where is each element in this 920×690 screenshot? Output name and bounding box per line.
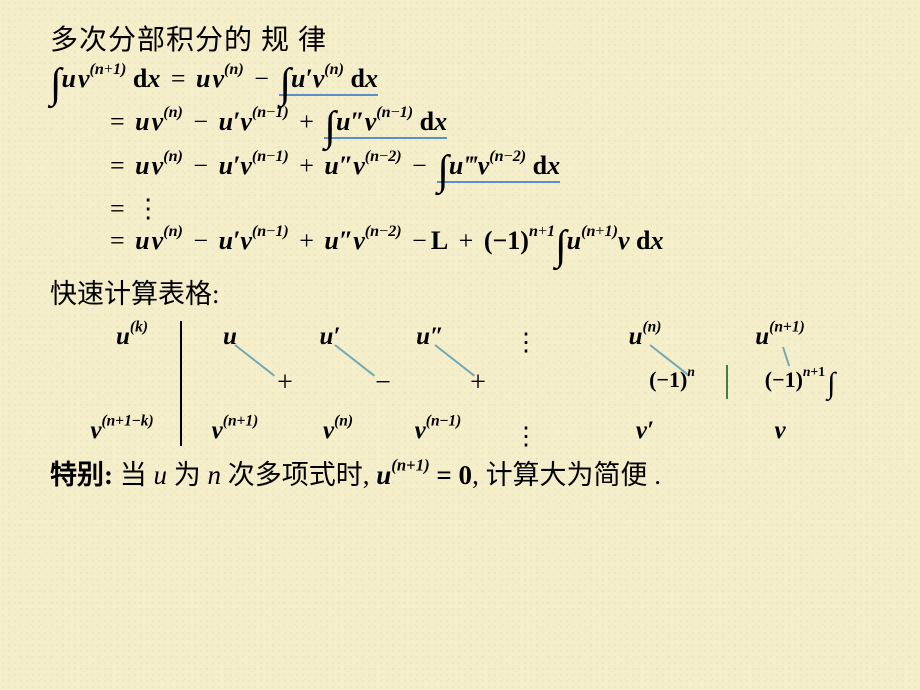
calc-table: u(k) u u′ u″ ⋮ u(n) u(n+1) + − + (−1)n (… — [60, 321, 900, 451]
v-col: v(n−1) — [415, 417, 462, 445]
equation-line-5: = uv(n) − u′v(n−1) + u″v(n−2) −L + (−1)n… — [50, 228, 920, 261]
v-col: v(n) — [323, 417, 353, 445]
diag-line — [234, 344, 275, 376]
u-col: u(n) — [629, 323, 662, 351]
u-col: u(n+1) — [755, 323, 804, 351]
v-col: ⋮ — [514, 421, 537, 451]
u-col: u′ — [320, 323, 341, 351]
slide-page: 多次分部积分的 规 律 ∫uv(n+1) dx = uv(n) − ∫u′v(n… — [0, 0, 920, 492]
equation-line-4: = ⋮ — [50, 196, 920, 222]
page-title: 多次分部积分的 规 律 — [50, 18, 920, 58]
note-label: 特别: — [50, 460, 113, 490]
table-divider-accent — [726, 365, 728, 399]
diag-line — [334, 344, 375, 376]
sign-cell: (−1)n — [649, 367, 695, 393]
u-col: u″ — [416, 323, 444, 351]
u-col: u — [223, 323, 237, 351]
u-col: ⋮ — [514, 327, 537, 357]
u-header: u(k) — [116, 323, 148, 351]
equation-line-2: = uv(n) − u′v(n−1) + ∫u″v(n−1) dx — [50, 109, 920, 142]
table-subtitle: 快速计算表格: — [50, 272, 920, 311]
v-col: v(n+1) — [212, 417, 259, 445]
v-header: v(n+1−k) — [90, 417, 153, 445]
equation-line-3: = uv(n) − u′v(n−1) + u″v(n−2) − ∫u‴v(n−2… — [50, 153, 920, 186]
table-divider — [180, 321, 182, 446]
sign-cell: − — [375, 367, 391, 399]
equation-line-1: ∫uv(n+1) dx = uv(n) − ∫u′v(n) dx — [50, 66, 920, 99]
v-col: v′ — [636, 417, 654, 445]
v-col: v — [774, 417, 785, 445]
sign-cell: + — [470, 367, 486, 399]
footnote: 特别: 当 u 为 n 次多项式时, u(n+1) = 0, 计算大为简便 . — [50, 453, 920, 492]
sign-cell: + — [277, 367, 293, 399]
sign-cell: (−1)n+1∫ — [765, 367, 836, 394]
